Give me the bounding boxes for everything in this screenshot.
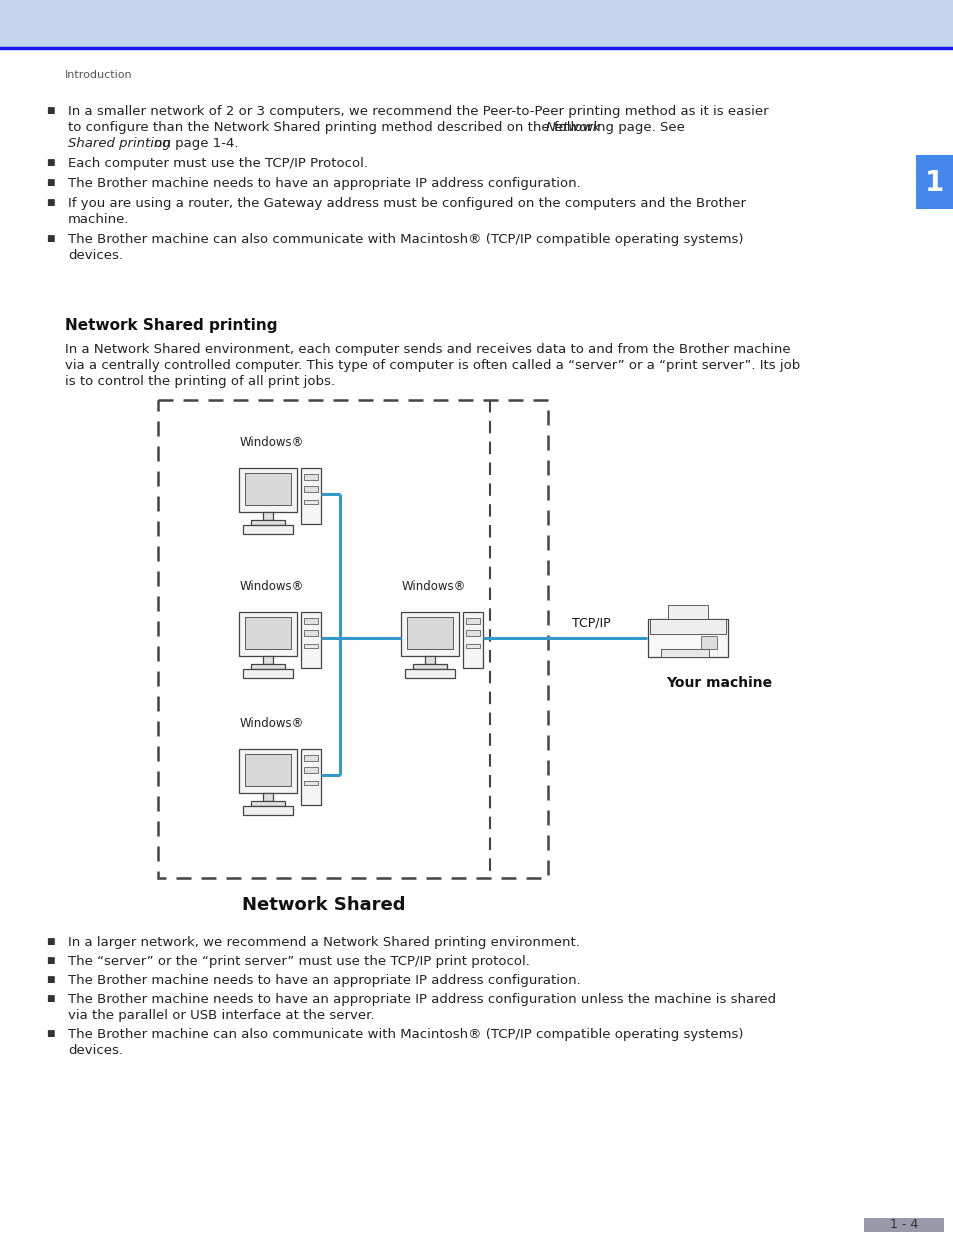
Text: 1 - 4: 1 - 4: [889, 1219, 917, 1231]
Text: In a Network Shared environment, each computer sends and receives data to and fr: In a Network Shared environment, each co…: [65, 343, 790, 356]
Text: Windows®: Windows®: [240, 718, 304, 730]
Text: In a smaller network of 2 or 3 computers, we recommend the Peer-to-Peer printing: In a smaller network of 2 or 3 computers…: [68, 105, 768, 119]
Bar: [263, 793, 273, 800]
Bar: [304, 643, 317, 647]
Text: ■: ■: [46, 233, 54, 243]
Text: ■: ■: [46, 198, 54, 207]
Bar: [304, 755, 317, 761]
Text: Your machine: Your machine: [665, 676, 771, 690]
Bar: [243, 805, 293, 815]
Text: machine.: machine.: [68, 212, 130, 226]
Bar: [405, 668, 455, 678]
Text: Introduction: Introduction: [65, 70, 132, 80]
Bar: [465, 630, 479, 636]
Bar: [304, 630, 317, 636]
Text: The Brother machine needs to have an appropriate IP address configuration unless: The Brother machine needs to have an app…: [68, 993, 776, 1007]
Text: ■: ■: [46, 158, 54, 167]
Bar: [239, 611, 296, 656]
Text: Windows®: Windows®: [240, 580, 304, 593]
Bar: [251, 800, 285, 805]
Bar: [424, 656, 435, 663]
Bar: [700, 636, 717, 650]
Bar: [245, 473, 291, 505]
Bar: [239, 748, 296, 793]
Bar: [243, 668, 293, 678]
Bar: [304, 485, 317, 492]
Text: ■: ■: [46, 956, 54, 965]
Text: ■: ■: [46, 974, 54, 984]
Text: Windows®: Windows®: [401, 580, 466, 593]
Text: The Brother machine can also communicate with Macintosh® (TCP/IP compatible oper: The Brother machine can also communicate…: [68, 1028, 742, 1041]
Text: devices.: devices.: [68, 249, 123, 262]
Bar: [660, 650, 709, 657]
Text: on page 1-4.: on page 1-4.: [150, 137, 238, 149]
Bar: [301, 468, 320, 524]
Text: TCP/IP: TCP/IP: [572, 616, 610, 629]
Bar: [251, 663, 285, 668]
Bar: [915, 156, 953, 209]
Text: If you are using a router, the Gateway address must be configured on the compute: If you are using a router, the Gateway a…: [68, 198, 745, 210]
Bar: [400, 611, 458, 656]
Bar: [245, 616, 291, 648]
Bar: [304, 618, 317, 624]
Bar: [667, 605, 707, 619]
Bar: [647, 619, 727, 657]
Bar: [0, 0, 953, 48]
Bar: [301, 748, 320, 804]
Bar: [251, 520, 285, 525]
Bar: [301, 611, 320, 668]
Text: devices.: devices.: [68, 1044, 123, 1057]
Text: ■: ■: [46, 937, 54, 946]
Bar: [863, 1218, 943, 1233]
Text: The “server” or the “print server” must use the TCP/IP print protocol.: The “server” or the “print server” must …: [68, 955, 529, 968]
Bar: [263, 656, 273, 663]
Text: ■: ■: [46, 994, 54, 1003]
Text: Network: Network: [545, 121, 600, 135]
Bar: [413, 663, 447, 668]
Text: ■: ■: [46, 1029, 54, 1037]
Bar: [462, 611, 482, 668]
Text: The Brother machine needs to have an appropriate IP address configuration.: The Brother machine needs to have an app…: [68, 974, 580, 987]
Text: In a larger network, we recommend a Network Shared printing environment.: In a larger network, we recommend a Netw…: [68, 936, 579, 948]
Text: is to control the printing of all print jobs.: is to control the printing of all print …: [65, 375, 335, 388]
Bar: [304, 500, 317, 504]
Text: via a centrally controlled computer. This type of computer is often called a “se: via a centrally controlled computer. Thi…: [65, 359, 800, 372]
Bar: [407, 616, 452, 648]
Bar: [304, 473, 317, 479]
Text: Each computer must use the TCP/IP Protocol.: Each computer must use the TCP/IP Protoc…: [68, 157, 368, 170]
Text: Network Shared printing: Network Shared printing: [65, 317, 277, 333]
Bar: [245, 753, 291, 785]
Text: to configure than the Network Shared printing method described on the following : to configure than the Network Shared pri…: [68, 121, 688, 135]
Bar: [649, 619, 725, 635]
Bar: [465, 643, 479, 647]
Text: The Brother machine needs to have an appropriate IP address configuration.: The Brother machine needs to have an app…: [68, 177, 580, 190]
Bar: [158, 400, 547, 878]
Text: ■: ■: [46, 106, 54, 115]
Text: Shared printing: Shared printing: [68, 137, 171, 149]
Bar: [304, 781, 317, 784]
Text: 1: 1: [924, 169, 943, 198]
Text: via the parallel or USB interface at the server.: via the parallel or USB interface at the…: [68, 1009, 375, 1023]
Text: Windows®: Windows®: [240, 436, 304, 450]
Bar: [239, 468, 296, 511]
Bar: [263, 511, 273, 520]
Text: The Brother machine can also communicate with Macintosh® (TCP/IP compatible oper: The Brother machine can also communicate…: [68, 233, 742, 246]
Bar: [304, 767, 317, 773]
Bar: [243, 525, 293, 534]
Text: Network Shared: Network Shared: [242, 897, 405, 914]
Bar: [465, 618, 479, 624]
Text: ■: ■: [46, 178, 54, 186]
